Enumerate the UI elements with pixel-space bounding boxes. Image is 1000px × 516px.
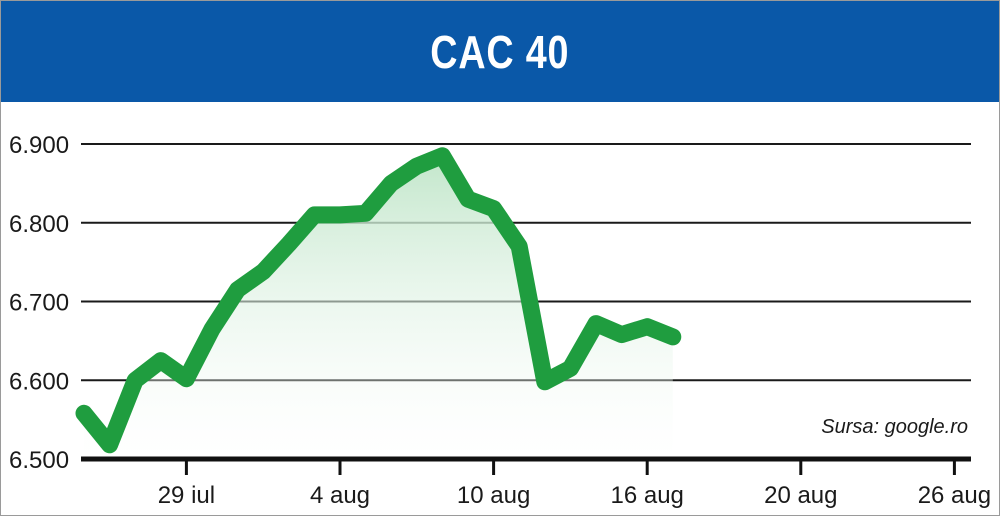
y-tick-label: 6.700 [9,290,69,317]
x-tick-label: 26 aug [918,482,991,509]
y-tick-label: 6.500 [9,447,69,474]
series-line [75,147,682,454]
area-fill [84,155,673,460]
x-axis-ticks: 29 iul 4 aug 10 aug 16 aug 20 aug 26 aug [158,459,991,509]
x-tick-label: 29 iul [158,482,215,509]
y-tick-label: 6.900 [9,132,69,159]
title-bar: CAC 40 [1,1,999,102]
y-tick-label: 6.800 [9,211,69,238]
y-axis-ticks: 6.500 6.600 6.700 6.800 6.900 [9,132,69,474]
y-tick-label: 6.600 [9,368,69,395]
x-tick-label: 4 aug [310,482,370,509]
x-tick-label: 20 aug [764,482,837,509]
source-note: Sursa: google.ro [821,416,968,438]
x-tick-label: 10 aug [457,482,530,509]
chart-title: CAC 40 [430,25,570,78]
x-tick-label: 16 aug [610,482,683,509]
